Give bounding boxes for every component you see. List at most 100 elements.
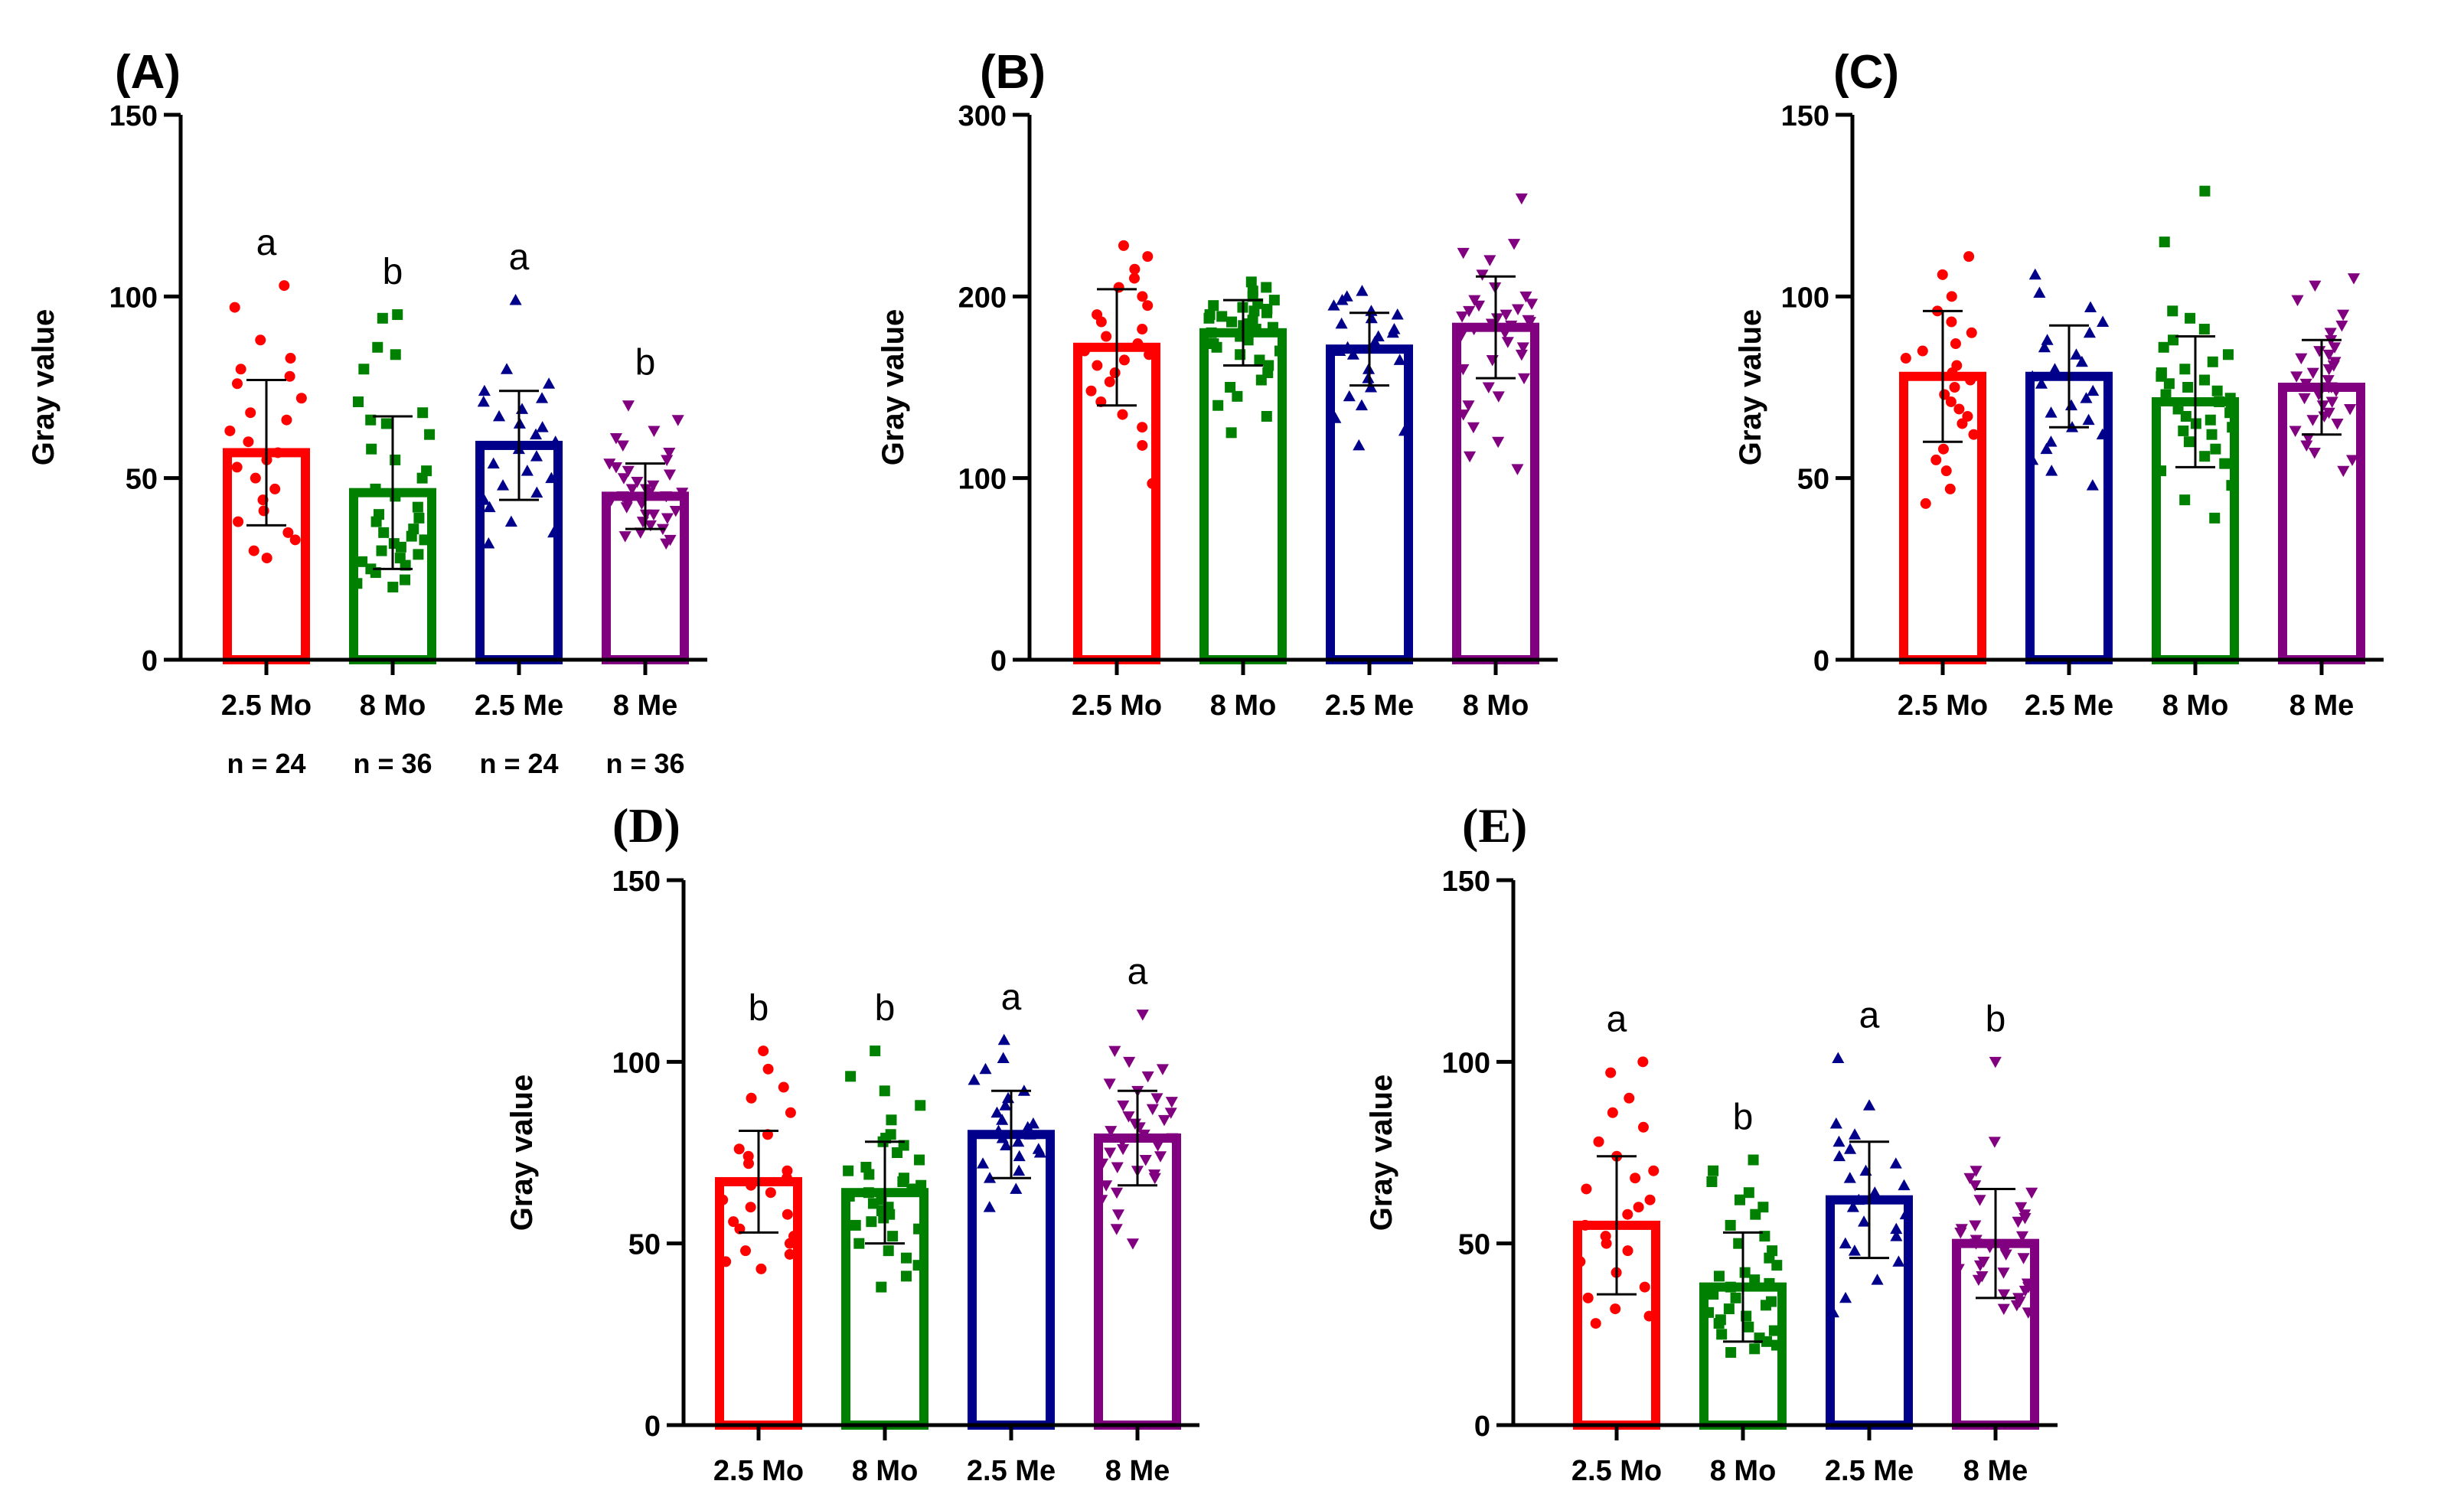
data-point	[1846, 1201, 1859, 1212]
data-point	[1739, 1267, 1751, 1278]
data-point	[2211, 385, 2223, 396]
data-point	[622, 400, 635, 412]
data-point	[281, 414, 292, 426]
data-point	[1346, 348, 1359, 360]
data-point	[1147, 478, 1158, 489]
data-point	[999, 1099, 1012, 1111]
data-point	[997, 1052, 1010, 1064]
data-point	[1708, 1165, 1719, 1176]
n-label: n = 36	[353, 748, 432, 779]
data-point	[2214, 396, 2225, 407]
data-point	[1103, 1078, 1116, 1090]
data-point	[2026, 453, 2039, 465]
data-point	[1749, 1343, 1761, 1355]
data-point	[2080, 392, 2093, 403]
data-point	[887, 1231, 899, 1242]
data-point	[2206, 429, 2218, 440]
y-tick-label: 300	[958, 100, 1007, 132]
error-bar	[1849, 1140, 1889, 1260]
data-point	[1013, 1164, 1026, 1176]
data-point	[1261, 410, 1272, 422]
data-point	[1095, 1195, 1108, 1206]
data-point	[378, 527, 390, 538]
data-point	[1100, 1180, 1113, 1192]
data-point	[1117, 409, 1128, 420]
data-point	[2313, 346, 2326, 357]
data-point	[1957, 418, 1968, 429]
data-point	[1129, 263, 1141, 275]
data-point	[2087, 384, 2100, 396]
data-point	[1940, 465, 1952, 477]
data-point	[1871, 1274, 1884, 1285]
data-point	[1937, 443, 1949, 455]
y-tick-label: 50	[1458, 1229, 1490, 1261]
data-point	[2316, 400, 2329, 412]
data-point	[233, 516, 244, 527]
data-point	[746, 1179, 757, 1191]
data-point	[1930, 454, 1942, 465]
error-bar	[1923, 309, 1963, 443]
data-point	[2083, 326, 2096, 338]
x-tick-label: 8 Me	[1963, 1455, 2028, 1487]
data-point	[784, 1238, 795, 1249]
data-point	[504, 515, 517, 527]
y-tick-label: 200	[958, 282, 1007, 314]
axes: 0 50 100 150	[612, 866, 1199, 1443]
data-point	[1725, 1347, 1737, 1359]
data-point	[1341, 341, 1354, 353]
significance-letter: a	[509, 237, 530, 278]
x-tick-label: 2.5 Mo	[221, 690, 312, 722]
x-tick-label: 2.5 Mo	[1072, 690, 1162, 722]
data-point	[261, 553, 273, 564]
x-tick-label: 2.5 Me	[1825, 1455, 1914, 1487]
data-point	[2178, 425, 2189, 436]
data-point	[1206, 327, 1217, 338]
data-point	[549, 435, 562, 447]
data-point	[1593, 1136, 1604, 1147]
x-tick-label: 8 Me	[613, 690, 677, 722]
significance-letter: a	[1001, 977, 1022, 1018]
y-axis-label: Gray value	[27, 309, 60, 466]
data-point	[543, 377, 556, 389]
error-bar	[865, 1140, 905, 1245]
data-point	[2306, 415, 2319, 426]
data-point	[351, 578, 363, 589]
error-bar	[246, 379, 286, 527]
data-point	[392, 309, 403, 321]
data-point	[1733, 1238, 1744, 1249]
data-point	[883, 1245, 894, 1257]
data-point	[2025, 1187, 2038, 1199]
data-point	[1997, 1289, 2011, 1301]
data-point	[1111, 1209, 1125, 1221]
data-point	[2199, 451, 2211, 462]
data-point	[1327, 299, 1340, 311]
error-bar	[1976, 1187, 2015, 1300]
data-point	[625, 484, 638, 495]
data-point	[1104, 1147, 1117, 1160]
data-point	[1639, 1281, 1650, 1293]
panel-label: (C)	[1833, 46, 1899, 99]
data-point	[2048, 363, 2061, 374]
data-point	[616, 440, 629, 452]
data-point	[785, 1107, 796, 1118]
data-point	[866, 1216, 877, 1228]
data-point	[2207, 356, 2218, 367]
data-point	[1706, 1176, 1718, 1187]
data-point	[660, 538, 673, 550]
data-point	[1105, 1126, 1118, 1137]
data-point	[762, 1063, 774, 1075]
data-point	[983, 1172, 997, 1183]
data-point	[2012, 1216, 2025, 1228]
data-point	[1225, 427, 1237, 439]
n-label: n = 24	[227, 748, 305, 779]
data-point	[1254, 354, 1265, 366]
y-axis-label: Gray value	[1365, 1075, 1398, 1231]
error-bar	[2049, 324, 2089, 429]
data-point	[878, 1212, 889, 1224]
y-axis-label: Gray value	[505, 1075, 539, 1231]
y-tick-label: 150	[1442, 866, 1490, 898]
data-point	[1472, 300, 1486, 312]
data-point	[1021, 1120, 1034, 1133]
data-point	[1622, 1209, 1633, 1220]
y-tick-label: 50	[628, 1229, 661, 1261]
